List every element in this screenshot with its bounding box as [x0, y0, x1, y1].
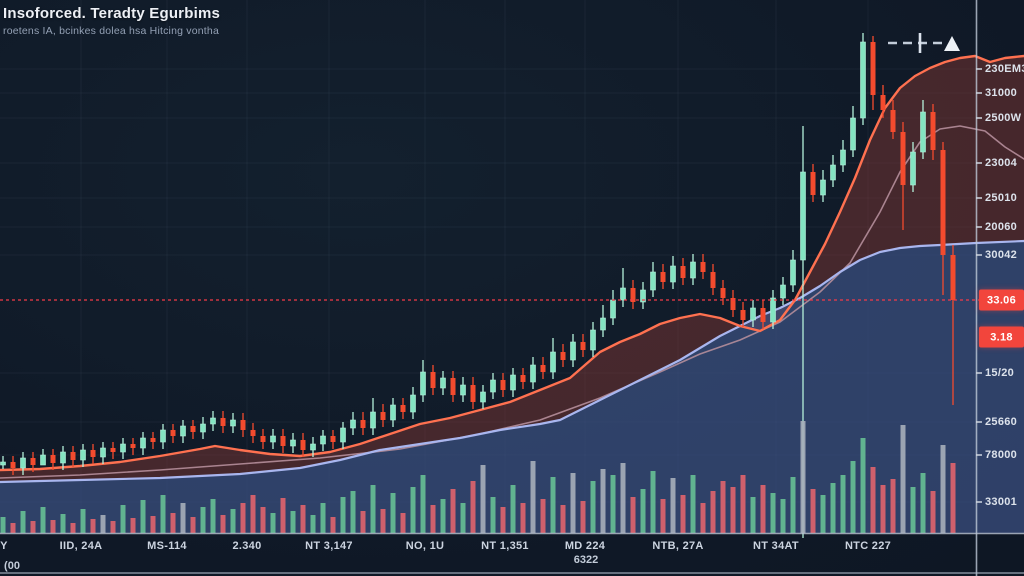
time-axis-label: NTB, 27A — [652, 540, 704, 552]
price-axis-label: 20060 — [985, 221, 1018, 233]
time-axis-label: NT 3,147 — [305, 540, 353, 552]
time-axis-label: NT 1,351 — [481, 540, 529, 552]
band-top-line — [0, 239, 1024, 484]
alert-price-badge: 33.06 — [979, 289, 1024, 311]
time-axis-sub-label: (00 — [4, 560, 20, 572]
price-axis-label: 230EM3 — [985, 63, 1024, 75]
price-axis-label: 78000 — [985, 449, 1018, 461]
moving-average-lines — [0, 54, 1024, 484]
time-axis-label: NT 34AT — [753, 540, 799, 552]
time-axis-sub-label: 6322 — [573, 554, 599, 566]
last-price-badge: 3.18 — [979, 326, 1024, 348]
indicator-bands — [0, 56, 1024, 533]
price-axis-label: 33001 — [985, 496, 1018, 508]
chart-subtitle: roetens IA, bcinkes dolea hsa Hitcing vo… — [3, 25, 220, 37]
chart-header: Insoforced. Teradty Egurbims roetens IA,… — [3, 5, 220, 37]
time-axis-label: Y — [0, 540, 8, 552]
candles-layer — [0, 33, 956, 538]
time-axis-label: MS-114 — [147, 540, 187, 552]
time-axis-label: IID, 24A — [59, 540, 103, 552]
volume-bars — [0, 421, 956, 533]
price-axis-label: 25010 — [985, 192, 1018, 204]
price-axis-label: 23004 — [985, 157, 1018, 169]
chart-marker-tool[interactable] — [888, 33, 960, 53]
gridlines — [0, 0, 976, 533]
price-axis-label: 30042 — [985, 249, 1018, 261]
marker-triangle-icon — [944, 36, 960, 51]
chart-title: Insoforced. Teradty Egurbims — [3, 5, 221, 22]
price-axis-label: 31000 — [985, 87, 1018, 99]
price-axis-label: 2500W — [985, 112, 1022, 124]
time-axis-label: MD 224 — [564, 540, 606, 552]
ma-mid-line — [0, 125, 1024, 479]
ma-fast-line — [0, 54, 1024, 472]
time-axis-label: 2.340 — [232, 540, 262, 552]
time-axis-label: NO, 1U — [405, 540, 445, 552]
price-axis-label: 15/20 — [985, 367, 1015, 379]
price-axis-label: 25660 — [985, 416, 1018, 428]
time-axis-label: NTC 227 — [844, 540, 892, 552]
